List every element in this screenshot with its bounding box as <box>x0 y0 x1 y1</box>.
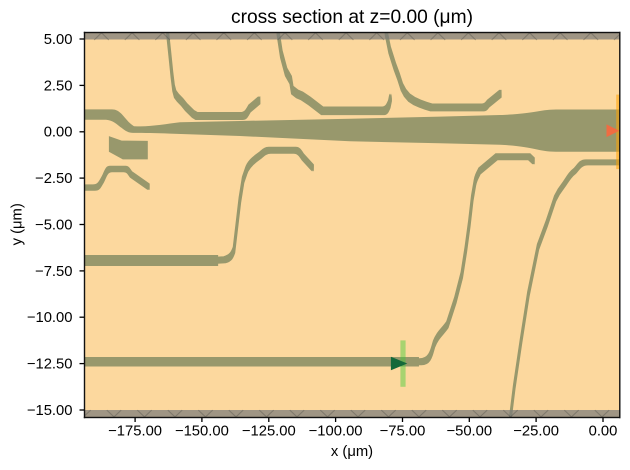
svg-text:−15.00: −15.00 <box>27 403 73 419</box>
svg-text:−2.50: −2.50 <box>35 171 72 187</box>
svg-text:−12.50: −12.50 <box>27 357 73 373</box>
svg-text:5.00: 5.00 <box>44 32 73 48</box>
svg-text:cross section at z=0.00 (μm): cross section at z=0.00 (μm) <box>231 7 473 28</box>
svg-text:−175.00: −175.00 <box>108 424 162 440</box>
svg-text:−75.00: −75.00 <box>380 424 426 440</box>
svg-text:−25.00: −25.00 <box>513 424 559 440</box>
svg-text:0.00: 0.00 <box>44 125 73 141</box>
svg-text:−5.00: −5.00 <box>35 217 72 233</box>
svg-text:y (μm): y (μm) <box>10 203 26 245</box>
svg-text:−10.00: −10.00 <box>27 310 73 326</box>
svg-text:2.50: 2.50 <box>44 78 73 94</box>
svg-text:x (μm): x (μm) <box>331 444 373 460</box>
svg-text:−150.00: −150.00 <box>175 424 229 440</box>
svg-text:−125.00: −125.00 <box>242 424 296 440</box>
svg-text:−50.00: −50.00 <box>446 424 492 440</box>
svg-text:0.00: 0.00 <box>589 424 618 440</box>
svg-text:−100.00: −100.00 <box>309 424 363 440</box>
svg-text:−7.50: −7.50 <box>35 264 72 280</box>
